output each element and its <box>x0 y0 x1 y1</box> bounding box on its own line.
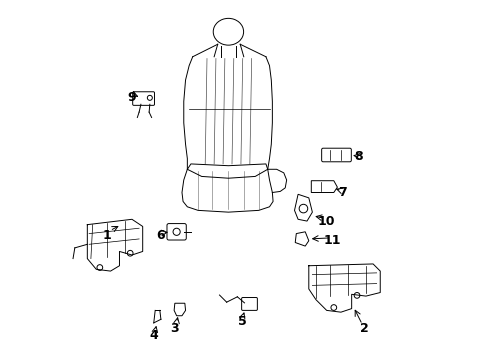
Text: 9: 9 <box>127 91 136 104</box>
Text: 11: 11 <box>323 234 340 247</box>
Text: 5: 5 <box>238 315 246 328</box>
Text: 4: 4 <box>149 329 158 342</box>
Text: 7: 7 <box>338 186 346 199</box>
Text: 8: 8 <box>354 150 363 163</box>
Text: 2: 2 <box>359 322 368 335</box>
Text: 1: 1 <box>102 229 111 242</box>
Text: 10: 10 <box>317 215 335 228</box>
Text: 6: 6 <box>156 229 164 242</box>
Text: 3: 3 <box>170 322 179 335</box>
